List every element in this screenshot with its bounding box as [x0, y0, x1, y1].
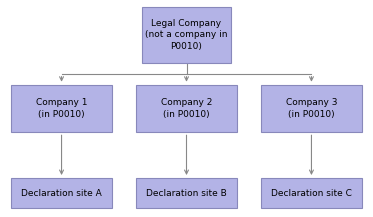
FancyBboxPatch shape: [136, 178, 237, 208]
Text: Declaration site B: Declaration site B: [146, 189, 227, 198]
FancyBboxPatch shape: [136, 85, 237, 132]
Text: Company 2
(in P0010): Company 2 (in P0010): [161, 98, 212, 119]
FancyBboxPatch shape: [11, 178, 112, 208]
Text: Company 3
(in P0010): Company 3 (in P0010): [286, 98, 337, 119]
Text: Declaration site A: Declaration site A: [21, 189, 102, 198]
Text: Company 1
(in P0010): Company 1 (in P0010): [36, 98, 87, 119]
FancyBboxPatch shape: [261, 85, 362, 132]
FancyBboxPatch shape: [142, 7, 231, 63]
Text: Legal Company
(not a company in
P0010): Legal Company (not a company in P0010): [145, 19, 228, 51]
FancyBboxPatch shape: [11, 85, 112, 132]
Text: Declaration site C: Declaration site C: [271, 189, 352, 198]
FancyBboxPatch shape: [261, 178, 362, 208]
